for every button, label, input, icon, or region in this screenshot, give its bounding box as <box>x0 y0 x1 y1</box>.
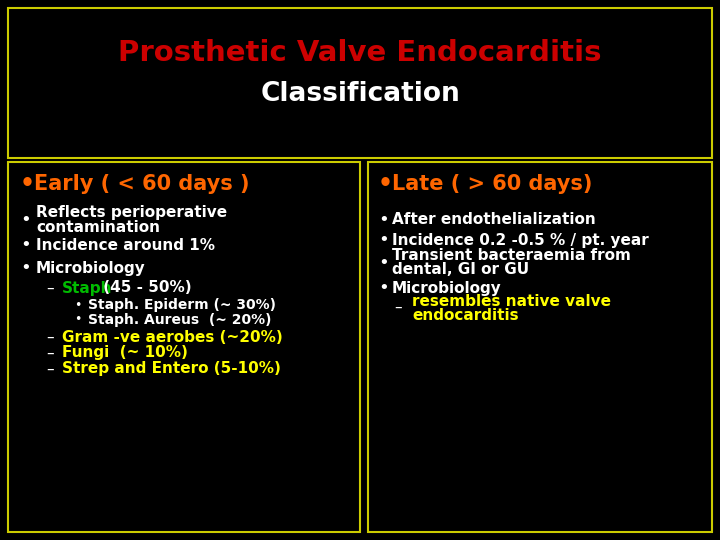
Text: –: – <box>46 329 53 345</box>
Text: Staph. Epiderm (~ 30%): Staph. Epiderm (~ 30%) <box>88 298 276 312</box>
Text: •: • <box>20 236 31 254</box>
Text: Classification: Classification <box>260 81 460 107</box>
Text: Microbiology: Microbiology <box>392 280 502 295</box>
Text: Reflects perioperative: Reflects perioperative <box>36 206 227 220</box>
Bar <box>8 162 360 532</box>
Text: contamination: contamination <box>36 219 160 234</box>
Text: •: • <box>378 172 393 196</box>
Bar <box>368 162 712 532</box>
Text: Early ( < 60 days ): Early ( < 60 days ) <box>34 174 250 194</box>
Text: Transient bacteraemia from: Transient bacteraemia from <box>392 248 631 264</box>
Bar <box>8 8 712 158</box>
Text: –: – <box>46 346 53 361</box>
Text: Staph. Aureus  (~ 20%): Staph. Aureus (~ 20%) <box>88 313 271 327</box>
Text: Microbiology: Microbiology <box>36 260 145 275</box>
Text: •: • <box>20 172 35 196</box>
Text: •: • <box>378 231 389 249</box>
Text: Prosthetic Valve Endocarditis: Prosthetic Valve Endocarditis <box>118 39 602 67</box>
Text: endocarditis: endocarditis <box>412 307 518 322</box>
Text: •: • <box>378 254 389 272</box>
Text: –: – <box>46 361 53 376</box>
Text: –: – <box>46 280 53 295</box>
Text: Incidence 0.2 -0.5 % / pt. year: Incidence 0.2 -0.5 % / pt. year <box>392 233 649 247</box>
Text: •: • <box>20 211 31 229</box>
Text: After endothelialization: After endothelialization <box>392 213 595 227</box>
Text: –: – <box>394 300 402 314</box>
Text: •: • <box>74 299 81 312</box>
Text: resembles native valve: resembles native valve <box>412 294 611 308</box>
Text: •: • <box>74 314 81 327</box>
Text: dental, GI or GU: dental, GI or GU <box>392 262 529 278</box>
Text: Fungi  (~ 10%): Fungi (~ 10%) <box>62 346 188 361</box>
Text: Staph: Staph <box>62 280 112 295</box>
Text: Incidence around 1%: Incidence around 1% <box>36 238 215 253</box>
Text: Late ( > 60 days): Late ( > 60 days) <box>392 174 593 194</box>
Text: •: • <box>20 259 31 277</box>
Text: Gram -ve aerobes (~20%): Gram -ve aerobes (~20%) <box>62 329 283 345</box>
Text: •: • <box>378 279 389 297</box>
Text: (45 - 50%): (45 - 50%) <box>98 280 192 295</box>
Text: Strep and Entero (5-10%): Strep and Entero (5-10%) <box>62 361 281 376</box>
Text: •: • <box>378 211 389 229</box>
